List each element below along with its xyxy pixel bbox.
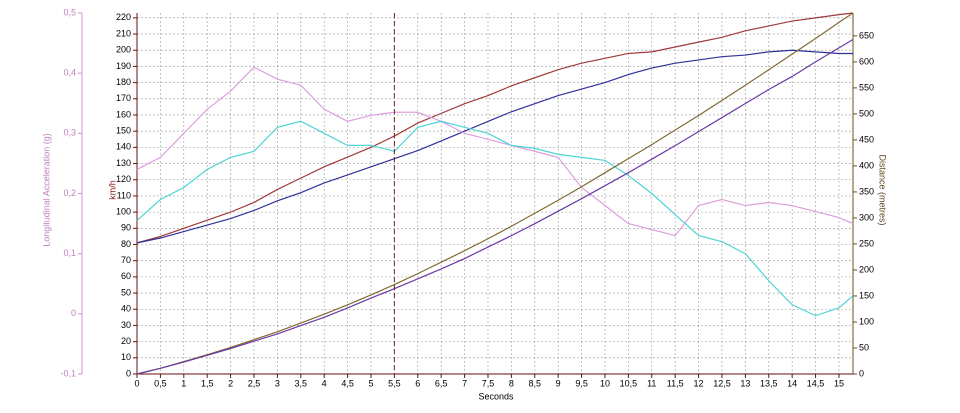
y-axis-title: km/h xyxy=(107,180,117,200)
y-tick-label: 100 xyxy=(116,206,131,216)
y-tick-label: 40 xyxy=(121,304,131,314)
x-tick-label: 12 xyxy=(694,378,704,388)
x-tick-label: 3,5 xyxy=(295,378,308,388)
y3-tick-label: 0,4 xyxy=(63,68,76,78)
y-tick-label: 130 xyxy=(116,158,131,168)
y3-tick-label: 0,3 xyxy=(63,128,76,138)
series-line xyxy=(136,120,854,317)
x-axis-title: Seconds xyxy=(478,391,514,401)
y-tick-label: 170 xyxy=(116,93,131,103)
y2-tick-label: 300 xyxy=(859,212,874,222)
x-tick-label: 8,5 xyxy=(529,378,542,388)
x-tick-label: 4 xyxy=(322,378,327,388)
series-line xyxy=(136,66,854,237)
x-tick-label: 0 xyxy=(134,378,139,388)
x-tick-label: 10 xyxy=(600,378,610,388)
series-line xyxy=(136,12,854,375)
y2-tick-label: 0 xyxy=(859,368,864,378)
y-tick-label: 120 xyxy=(116,174,131,184)
x-tick-label: 14,5 xyxy=(807,378,825,388)
series-line xyxy=(136,49,853,244)
x-tick-label: 13 xyxy=(740,378,750,388)
x-tick-label: 10,5 xyxy=(620,378,638,388)
x-tick-label: 0,5 xyxy=(154,378,167,388)
y2-tick-label: 50 xyxy=(859,342,869,352)
x-tick-label: 5 xyxy=(368,378,373,388)
x-tick-label: 1 xyxy=(181,378,186,388)
y3-tick-label: -0,1 xyxy=(60,368,76,378)
y2-axis-title: Distance (metres) xyxy=(878,154,888,225)
y3-tick-label: 0,1 xyxy=(63,248,76,258)
y-tick-label: 90 xyxy=(121,223,131,233)
y-tick-label: 200 xyxy=(116,45,131,55)
y-tick-label: 160 xyxy=(116,109,131,119)
y3-tick-label: 0,5 xyxy=(63,7,76,17)
x-tick-label: 5,5 xyxy=(388,378,401,388)
y-tick-label: 190 xyxy=(116,61,131,71)
y2-tick-label: 650 xyxy=(859,30,874,40)
y-tick-label: 210 xyxy=(116,28,131,38)
y2-tick-label: 150 xyxy=(859,290,874,300)
y2-tick-label: 500 xyxy=(859,108,874,118)
series-line xyxy=(136,12,854,244)
y2-tick-label: 550 xyxy=(859,82,874,92)
x-tick-label: 1,5 xyxy=(201,378,214,388)
y2-tick-label: 450 xyxy=(859,134,874,144)
y2-tick-label: 400 xyxy=(859,160,874,170)
x-tick-label: 2 xyxy=(228,378,233,388)
y2-tick-label: 100 xyxy=(859,316,874,326)
x-tick-label: 13,5 xyxy=(760,378,778,388)
y-tick-label: 220 xyxy=(116,12,131,22)
y-tick-label: 180 xyxy=(116,77,131,87)
x-tick-label: 11 xyxy=(647,378,656,388)
x-tick-label: 4,5 xyxy=(341,378,354,388)
y-tick-label: 60 xyxy=(121,271,131,281)
y2-tick-label: 600 xyxy=(859,56,874,66)
y3-axis-title: Longitudinal Acceleration (g) xyxy=(41,133,51,247)
x-tick-label: 9 xyxy=(556,378,561,388)
y2-tick-label: 350 xyxy=(859,186,874,196)
x-tick-label: 2,5 xyxy=(248,378,261,388)
x-tick-label: 7 xyxy=(462,378,467,388)
y-tick-label: 140 xyxy=(116,142,131,152)
y3-tick-label: 0,2 xyxy=(63,188,76,198)
x-tick-label: 6 xyxy=(415,378,420,388)
y-tick-label: 110 xyxy=(117,190,131,200)
x-tick-label: 12,5 xyxy=(713,378,731,388)
x-tick-label: 6,5 xyxy=(435,378,448,388)
y-tick-label: 50 xyxy=(121,287,131,297)
x-tick-label: 14 xyxy=(787,378,797,388)
y2-tick-label: 200 xyxy=(859,264,874,274)
y-tick-label: 10 xyxy=(121,352,131,362)
x-tick-label: 3 xyxy=(275,378,280,388)
x-tick-label: 15 xyxy=(834,378,844,388)
x-tick-label: 8 xyxy=(509,378,514,388)
y-tick-label: 30 xyxy=(121,320,131,330)
x-tick-label: 11,5 xyxy=(667,378,684,388)
y2-tick-label: 250 xyxy=(859,238,874,248)
y-tick-label: 80 xyxy=(121,239,131,249)
y-tick-label: 20 xyxy=(121,336,131,346)
x-tick-label: 7,5 xyxy=(482,378,495,388)
y-tick-label: 0 xyxy=(126,368,131,378)
y-tick-label: 70 xyxy=(121,255,131,265)
y-tick-label: 150 xyxy=(116,126,131,136)
series-line xyxy=(136,39,854,375)
y3-tick-label: 0 xyxy=(71,308,76,318)
x-tick-label: 9,5 xyxy=(575,378,588,388)
